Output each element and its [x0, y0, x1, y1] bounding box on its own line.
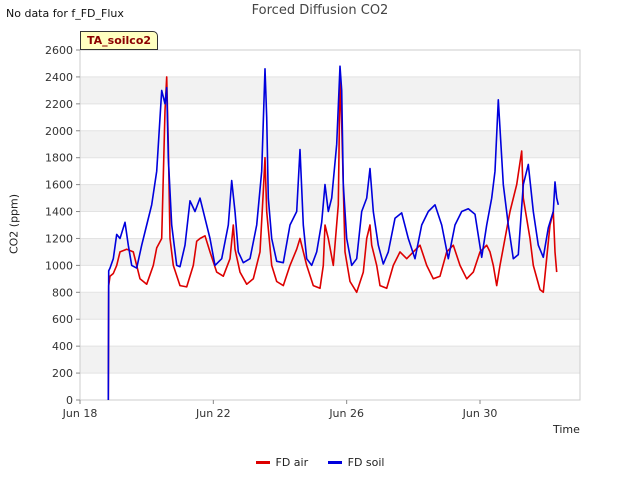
y-tick-label: 800 — [52, 286, 73, 299]
y-tick-label: 2000 — [45, 125, 73, 138]
legend-label-fd-soil: FD soil — [347, 456, 385, 469]
grid-band — [80, 346, 580, 374]
grid-band — [80, 292, 580, 320]
y-axis-label: CO2 (ppm) — [7, 193, 21, 255]
x-axis-ticks: Jun 18 Jun 22 Jun 26 Jun 30 — [62, 400, 498, 420]
x-axis-label: Time — [553, 423, 580, 436]
no-data-notice: No data for f_FD_Flux — [6, 7, 124, 20]
legend-swatch-fd-air — [255, 461, 270, 464]
x-tick-label: Jun 18 — [62, 407, 98, 420]
y-tick-label: 2400 — [45, 71, 73, 84]
y-tick-label: 1600 — [45, 179, 73, 192]
grid-bands — [80, 76, 580, 374]
series-line-fd-soil — [107, 65, 560, 401]
y-tick-label: 1400 — [45, 206, 73, 219]
grid-band — [80, 76, 580, 104]
plot-area-frame — [79, 49, 581, 401]
y-axis-ticks: 0 200 400 600 800 1000 1200 1400 1600 1800 2000 220… — [45, 44, 80, 407]
y-tick-label: 1200 — [45, 232, 73, 245]
y-tick-label: 1000 — [45, 259, 73, 272]
site-badge[interactable]: TA_soilco2 — [80, 31, 159, 50]
series-lines — [107, 65, 560, 401]
legend-swatch-fd-soil — [327, 461, 342, 464]
legend-label-fd-air: FD air — [275, 456, 309, 469]
legend-item-fd-air[interactable]: FD air — [255, 456, 309, 469]
y-tick-label: 2600 — [45, 44, 73, 57]
y-tick-label: 400 — [52, 340, 73, 353]
chart-title: Forced Diffusion CO2 — [251, 3, 389, 18]
series-line-fd-air — [107, 76, 558, 401]
grid-band — [80, 130, 580, 158]
x-tick-label: Jun 26 — [328, 407, 364, 420]
y-tick-label: 0 — [66, 394, 73, 407]
x-tick-label: Jun 30 — [462, 407, 498, 420]
x-tick-label: Jun 22 — [195, 407, 231, 420]
y-tick-label: 600 — [52, 313, 73, 326]
legend: FD air FD soil — [0, 454, 640, 469]
legend-item-fd-soil[interactable]: FD soil — [327, 456, 385, 469]
y-tick-label: 1800 — [45, 152, 73, 165]
y-tick-label: 200 — [52, 367, 73, 380]
grid-lines — [80, 49, 580, 401]
y-tick-label: 2200 — [45, 98, 73, 111]
